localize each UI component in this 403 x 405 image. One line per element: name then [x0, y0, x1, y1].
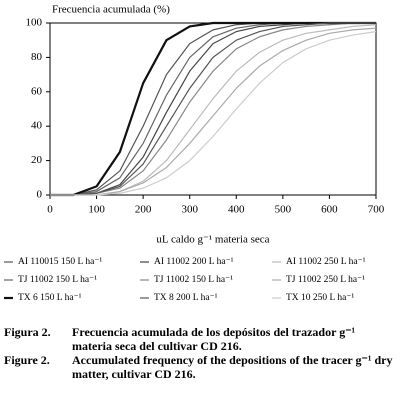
legend-label: AI 110015 150 L ha⁻¹	[18, 257, 102, 267]
legend-label: TJ 11002 150 L ha⁻¹	[18, 275, 97, 285]
y-tick-label: 40	[31, 120, 43, 132]
series-line	[50, 22, 376, 196]
caption-text: Accumulated frequency of the depositions…	[72, 353, 393, 381]
series-line	[50, 21, 376, 197]
legend-label: TJ 11002 150 L ha⁻¹	[154, 275, 233, 285]
caption-text: Frecuencia acumulada de los depósitos de…	[72, 325, 356, 353]
series-line	[50, 22, 376, 196]
legend-label: AI 11002 250 L ha⁻¹	[286, 257, 366, 267]
plot-frame	[49, 22, 377, 196]
x-tick-label: 600	[321, 204, 338, 216]
y-tick-label: 0	[37, 189, 43, 201]
x-tick-label: 100	[88, 204, 105, 216]
series-line	[50, 22, 376, 196]
y-axis-label: Frecuencia acumulada (%)	[52, 4, 170, 16]
chart: Frecuencia acumulada (%) uL caldo g⁻¹ ma…	[4, 4, 385, 303]
legend-label: TJ 11002 250 L ha⁻¹	[286, 275, 365, 285]
x-axis-label: uL caldo g⁻¹ materia seca	[156, 234, 269, 246]
x-tick-label: 200	[135, 204, 152, 216]
x-tick-label: 400	[228, 204, 245, 216]
legend-label: TX 8 200 L ha⁻¹	[154, 293, 218, 303]
x-tick-label: 0	[47, 204, 53, 216]
series-line	[50, 24, 377, 196]
caption-en: Figure 2. Accumulated frequency of the de…	[4, 353, 397, 381]
x-tick-label: 300	[181, 204, 198, 216]
caption-label: Figure 2.	[4, 353, 50, 367]
series-line	[50, 22, 376, 196]
caption-label: Figura 2.	[4, 325, 51, 339]
caption-es: Figura 2. Frecuencia acumulada de los dep…	[4, 325, 397, 353]
legend-label: AI 11002 200 L ha⁻¹	[154, 257, 234, 267]
series-line	[50, 27, 377, 196]
y-tick-label: 80	[31, 51, 43, 63]
legend: AI 110015 150 L ha⁻¹ AI 11002 200 L ha⁻¹ A…	[4, 257, 366, 303]
y-tick-label: 60	[31, 85, 43, 97]
x-tick-label: 700	[368, 204, 385, 216]
series-line	[50, 22, 376, 196]
y-tick-label: 100	[26, 17, 43, 29]
x-tick-label: 500	[275, 204, 292, 216]
y-tick-label: 20	[31, 154, 43, 166]
caption: Figura 2. Frecuencia acumulada de los dep…	[0, 325, 403, 381]
legend-label: TX 10 250 L ha⁻¹	[286, 293, 354, 303]
series-line	[50, 31, 377, 196]
legend-label: TX 6 150 L ha⁻¹	[18, 293, 82, 303]
